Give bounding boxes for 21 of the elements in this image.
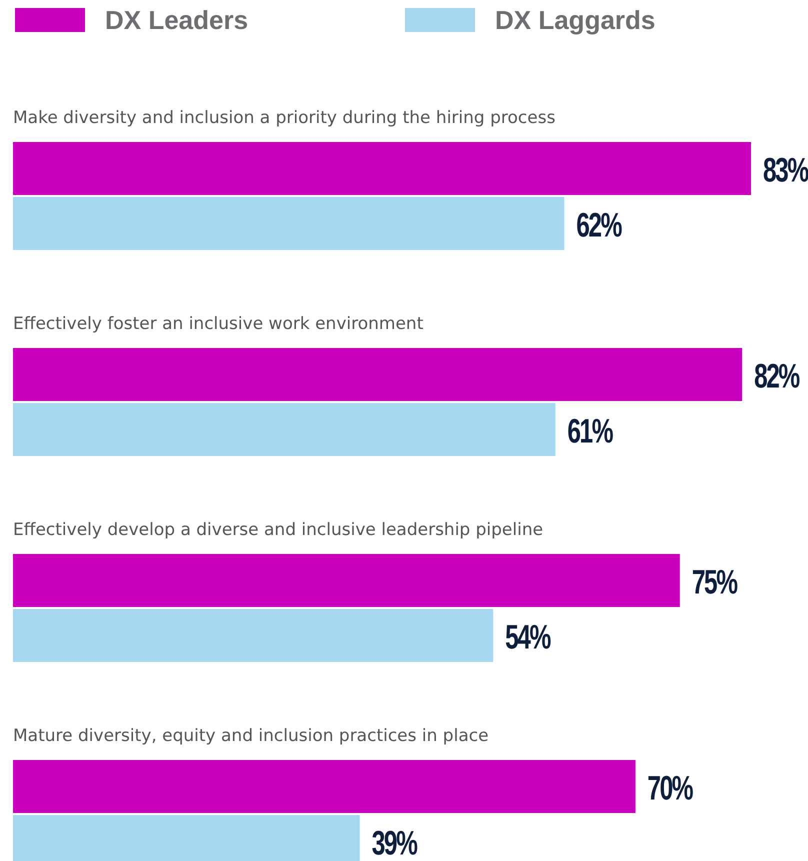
bar [13,760,636,813]
legend-label: DX Laggards [495,5,656,35]
data-label: 62% [576,206,622,245]
y-tick-label: Effectively develop a diverse and inclusive leadership pipeline [13,520,544,540]
data-label: 70% [647,770,694,808]
y-tick-label: Effectively foster an inclusive work environment [13,314,424,334]
bar [13,142,751,195]
data-label: 39% [372,824,418,861]
bar [13,609,494,662]
data-label: 83% [763,152,808,190]
data-label: 54% [505,618,551,657]
bar [13,403,556,456]
bar [13,554,680,607]
data-label: 61% [567,412,614,451]
legend-label: DX Leaders [105,5,248,35]
y-tick-label: Mature diversity, equity and inclusion practices in place [13,726,489,746]
data-label: 82% [754,358,800,396]
bar [13,197,564,250]
bar [13,348,742,401]
y-tick-label: Make diversity and inclusion a priority during the hiring process [13,108,556,128]
data-label: 75% [692,564,738,602]
